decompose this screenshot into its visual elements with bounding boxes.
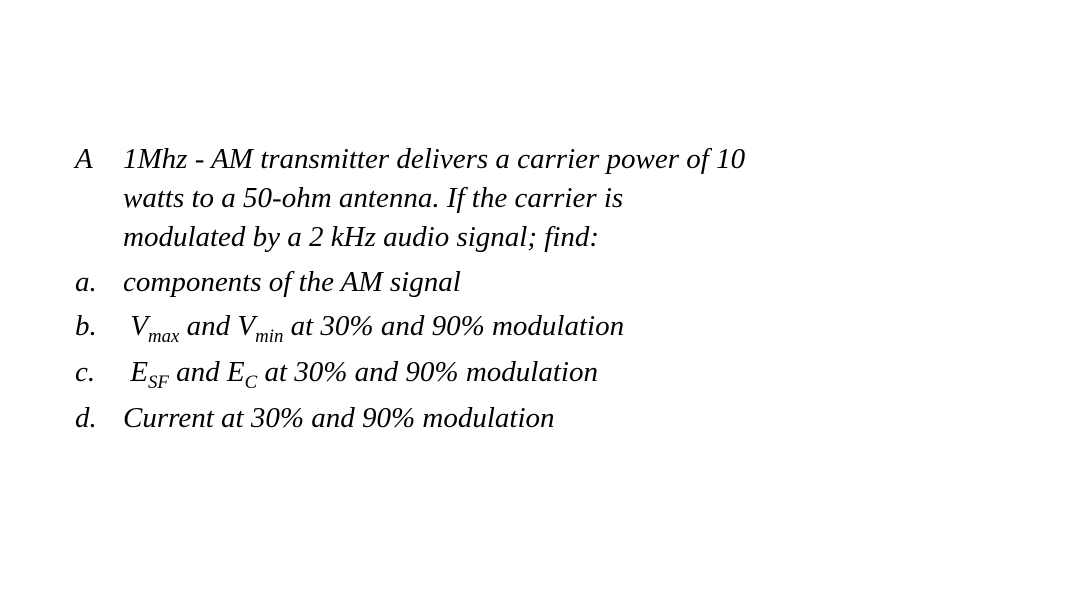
stem-line-2: watts to a 50-ohm antenna. If the carrie… <box>75 179 1028 218</box>
item-b-pre: V <box>123 310 148 342</box>
item-b-post: at 30% and 90% modulation <box>283 310 624 342</box>
item-a-label: a. <box>75 263 123 302</box>
document-page: A1Mhz - AM transmitter delivers a carrie… <box>0 0 1088 438</box>
problem-stem: A1Mhz - AM transmitter delivers a carrie… <box>75 140 1028 257</box>
item-b-label: b. <box>75 307 123 346</box>
item-b-sub2: min <box>255 325 283 346</box>
item-c-mid: and E <box>169 356 245 388</box>
stem-line-3: modulated by a 2 kHz audio signal; find: <box>75 218 1028 257</box>
item-d-label: d. <box>75 399 123 438</box>
item-c-sub1: SF <box>148 372 169 393</box>
stem-lead: A <box>75 140 123 179</box>
item-a: a.components of the AM signal <box>75 263 1028 302</box>
item-a-text: components of the AM signal <box>123 266 461 298</box>
stem-line-1: 1Mhz - AM transmitter delivers a carrier… <box>123 143 745 175</box>
item-c-pre: E <box>123 356 148 388</box>
item-b-mid: and V <box>179 310 255 342</box>
item-d: d.Current at 30% and 90% modulation <box>75 399 1028 438</box>
item-c-label: c. <box>75 353 123 392</box>
item-c-sub2: C <box>245 372 258 393</box>
item-d-text: Current at 30% and 90% modulation <box>123 402 555 434</box>
item-c: c. ESF and EC at 30% and 90% modulation <box>75 353 1028 395</box>
item-c-post: at 30% and 90% modulation <box>257 356 598 388</box>
item-b-sub1: max <box>148 325 179 346</box>
item-b: b. Vmax and Vmin at 30% and 90% modulati… <box>75 307 1028 349</box>
